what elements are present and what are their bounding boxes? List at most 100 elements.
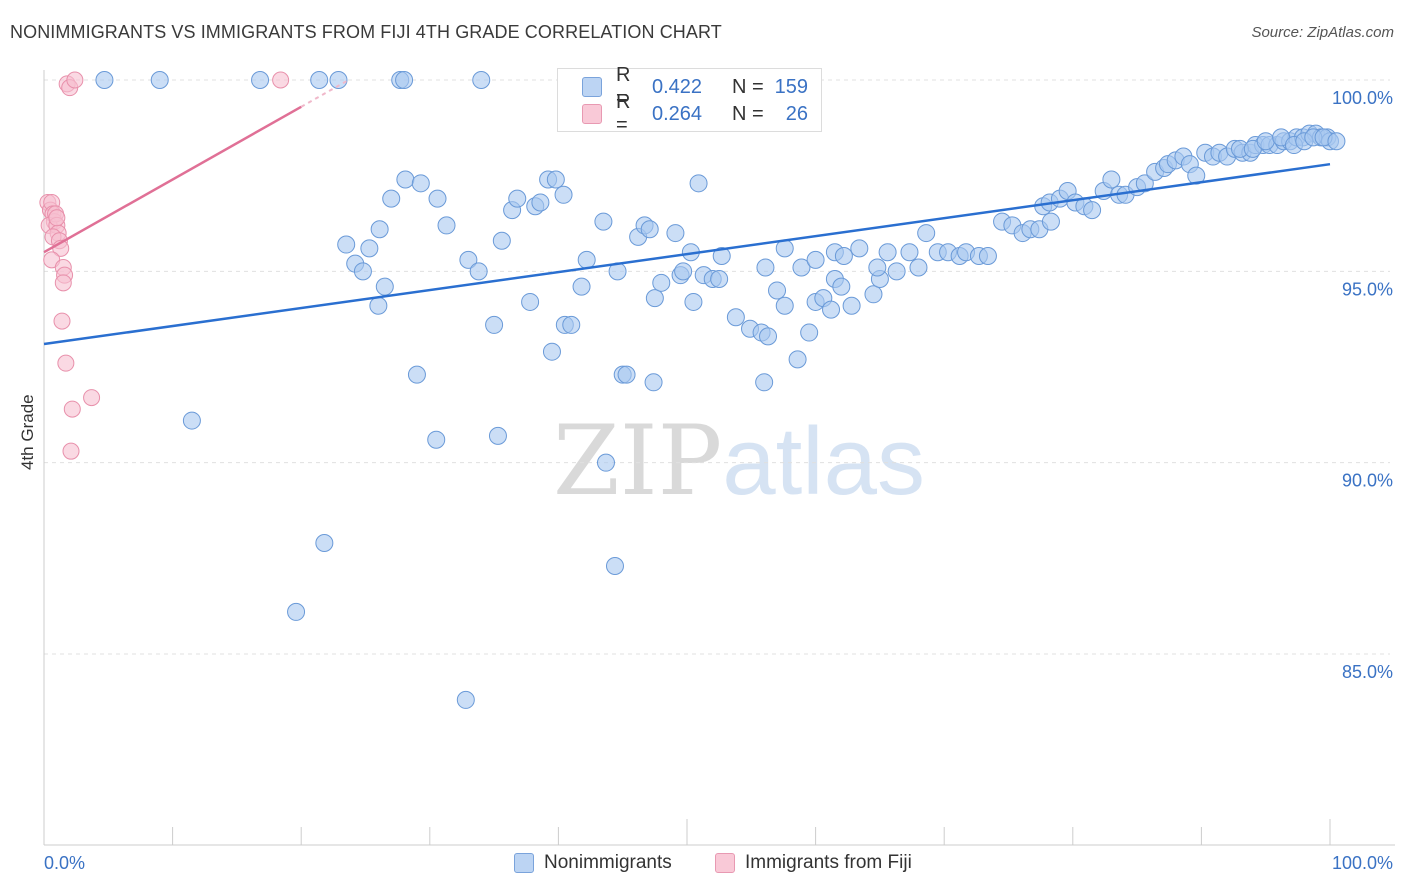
nonimmigrant-point bbox=[887, 262, 906, 281]
nonimmigrant-point bbox=[411, 174, 430, 193]
nonimmigrant-point bbox=[251, 71, 270, 89]
correlation-legend: R = 0.422 N = 159 R = 0.264 N = 26 bbox=[557, 64, 822, 136]
nonimmigrant-point bbox=[1083, 201, 1102, 220]
nonimmigrant-point bbox=[868, 258, 887, 277]
nonimmigrant-point bbox=[617, 365, 636, 384]
nonimmigrant-point bbox=[562, 315, 581, 334]
nonimmigrant-point bbox=[521, 292, 540, 311]
nonimmigrant-point bbox=[850, 239, 869, 258]
nonimmigrant-point bbox=[1256, 132, 1275, 151]
nonimmigrant-point bbox=[666, 224, 685, 243]
chart-title: NONIMMIGRANTS VS IMMIGRANTS FROM FIJI 4T… bbox=[10, 22, 722, 42]
legend-n-value: 26 bbox=[785, 102, 808, 125]
nonimmigrant-point bbox=[531, 193, 550, 212]
bottom-legend-swatch-blue bbox=[514, 853, 534, 873]
fiji-point bbox=[272, 71, 290, 89]
fiji-point bbox=[66, 71, 84, 89]
nonimmigrant-point bbox=[310, 71, 329, 89]
bottom-legend-fiji: Immigrants from Fiji bbox=[715, 852, 912, 874]
fiji-point bbox=[63, 400, 81, 418]
nonimmigrant-point bbox=[759, 327, 778, 346]
nonimmigrant-point bbox=[437, 216, 456, 235]
watermark-atlas: atlas bbox=[722, 408, 925, 515]
legend-swatch-pink bbox=[582, 104, 602, 124]
fiji-point bbox=[48, 209, 66, 227]
source-label: Source: ZipAtlas.com bbox=[1251, 24, 1394, 41]
nonimmigrant-point bbox=[337, 235, 356, 254]
y-tick-label: 95.0% bbox=[1342, 279, 1393, 299]
fiji-points bbox=[39, 71, 290, 460]
bottom-legend-label: Immigrants from Fiji bbox=[745, 852, 912, 873]
nonimmigrant-point bbox=[577, 250, 596, 269]
y-axis-label: 4th Grade bbox=[18, 394, 37, 470]
nonimmigrant-point bbox=[375, 277, 394, 296]
y-tick-label: 100.0% bbox=[1332, 88, 1393, 108]
nonimmigrant-point bbox=[469, 262, 488, 281]
legend-n-value: 159 bbox=[774, 75, 808, 98]
nonimmigrant-point bbox=[554, 185, 573, 204]
nonimmigrant-point bbox=[684, 292, 703, 311]
fiji-point bbox=[83, 389, 101, 407]
watermark: ZIPatlas bbox=[553, 405, 925, 517]
nonimmigrant-point bbox=[775, 296, 794, 315]
nonimmigrant-point bbox=[360, 239, 379, 258]
nonimmigrant-point bbox=[755, 373, 774, 392]
legend-r-label: R = bbox=[616, 91, 631, 136]
nonimmigrant-point bbox=[459, 250, 478, 269]
nonimmigrants-points bbox=[95, 71, 1346, 709]
nonimmigrant-point bbox=[427, 430, 446, 449]
nonimmigrant-point bbox=[644, 373, 663, 392]
nonimmigrant-point bbox=[834, 247, 853, 266]
nonimmigrant-point bbox=[485, 315, 504, 334]
legend-row-fiji: R = 0.264 N = 26 bbox=[582, 91, 808, 136]
nonimmigrant-point bbox=[508, 189, 527, 208]
nonimmigrant-point bbox=[712, 247, 731, 266]
nonimmigrant-point bbox=[645, 289, 664, 308]
nonimmigrant-point bbox=[95, 71, 114, 89]
nonimmigrant-point bbox=[546, 170, 565, 189]
nonimmigrant-point bbox=[395, 71, 414, 89]
nonimmigrant-point bbox=[1135, 174, 1154, 193]
nonimmigrant-point bbox=[768, 281, 787, 300]
legend-r-value: 0.264 bbox=[652, 102, 703, 125]
nonimmigrant-point bbox=[842, 296, 861, 315]
y-tick-label: 85.0% bbox=[1342, 662, 1393, 682]
nonimmigrant-point bbox=[396, 170, 415, 189]
bottom-legend-swatch-pink bbox=[715, 853, 735, 873]
nonimmigrant-point bbox=[756, 258, 775, 277]
nonimmigrant-point bbox=[900, 243, 919, 262]
nonimmigrant-point bbox=[150, 71, 169, 89]
nonimmigrant-point bbox=[407, 365, 426, 384]
nonimmigrant-point bbox=[353, 262, 372, 281]
fiji-point bbox=[54, 274, 72, 292]
nonimmigrant-point bbox=[674, 262, 693, 281]
legend-row-nonimmigrants: R = 0.422 N = 159 bbox=[582, 64, 808, 109]
nonimmigrant-point bbox=[315, 534, 334, 553]
nonimmigrant-point bbox=[596, 453, 615, 472]
tick-labels: 85.0% 90.0% 95.0% 100.0% 0.0% 100.0% bbox=[44, 88, 1393, 873]
nonimmigrant-point bbox=[909, 258, 928, 277]
axes bbox=[43, 70, 1395, 846]
nonimmigrant-point bbox=[329, 71, 348, 89]
nonimmigrant-point bbox=[572, 277, 591, 296]
nonimmigrant-point bbox=[726, 308, 745, 327]
nonimmigrants-trend-line bbox=[43, 162, 1331, 346]
nonimmigrant-point bbox=[917, 224, 936, 243]
legend-swatch-blue bbox=[582, 77, 602, 97]
nonimmigrant-point bbox=[382, 189, 401, 208]
nonimmigrant-point bbox=[594, 212, 613, 231]
nonimmigrant-point bbox=[542, 342, 561, 361]
nonimmigrant-point bbox=[428, 189, 447, 208]
nonimmigrant-point bbox=[800, 323, 819, 342]
nonimmigrant-point bbox=[1102, 170, 1121, 189]
nonimmigrant-point bbox=[864, 285, 883, 304]
bottom-legend-nonimmigrants: Nonimmigrants bbox=[514, 852, 672, 874]
nonimmigrant-point bbox=[287, 602, 306, 621]
legend-r-label: R = bbox=[616, 64, 631, 109]
nonimmigrant-point bbox=[369, 296, 388, 315]
x-tick-label: 0.0% bbox=[44, 853, 85, 873]
nonimmigrant-point bbox=[605, 556, 624, 575]
nonimmigrant-point bbox=[806, 250, 825, 269]
nonimmigrant-point bbox=[1041, 212, 1060, 231]
